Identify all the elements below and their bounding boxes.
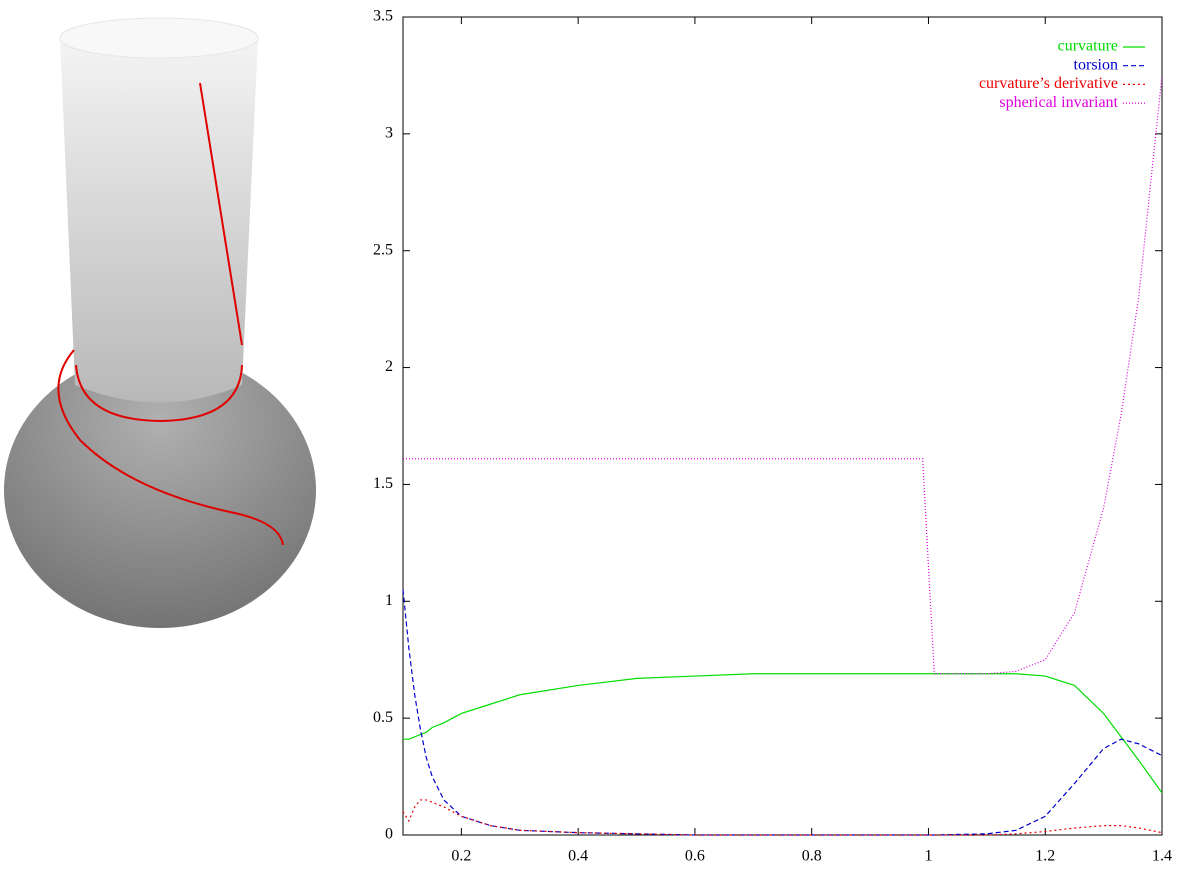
page: 0 0.5 1 1.5 2 2.5 3 3.5 0.2 0.4 0.6 0.8 1 1.2 1.4 curva… bbox=[0, 0, 1192, 877]
legend-label: curvature’s derivative bbox=[979, 75, 1118, 92]
y-tick-label: 1.5 bbox=[373, 475, 393, 492]
x-tick-label: 0.2 bbox=[451, 848, 471, 865]
plot-frame bbox=[403, 17, 1162, 835]
y-tick-label: 1 bbox=[385, 592, 393, 609]
x-tick-label: 0.4 bbox=[568, 848, 588, 865]
series-line bbox=[403, 75, 1162, 673]
series-line bbox=[403, 674, 1162, 793]
legend-label: curvature bbox=[1058, 38, 1118, 55]
y-tick-label: 0.5 bbox=[373, 709, 393, 726]
legend-label: torsion bbox=[1074, 56, 1118, 73]
series-line bbox=[403, 590, 1162, 835]
x-tick-label: 0.6 bbox=[685, 848, 705, 865]
x-tick-label: 1 bbox=[924, 848, 932, 865]
y-tick-label: 2.5 bbox=[373, 241, 393, 258]
x-tick-label: 1.2 bbox=[1035, 848, 1055, 865]
x-tick-label: 0.8 bbox=[802, 848, 822, 865]
y-tick-label: 3.5 bbox=[373, 8, 393, 25]
legend-label: spherical invariant bbox=[999, 94, 1118, 111]
y-tick-label: 3 bbox=[385, 125, 393, 142]
y-tick-label: 2 bbox=[385, 358, 393, 375]
y-tick-label: 0 bbox=[385, 826, 393, 843]
chart: 0 0.5 1 1.5 2 2.5 3 3.5 0.2 0.4 0.6 0.8 1 1.2 1.4 curva… bbox=[0, 0, 1192, 877]
x-tick-label: 1.4 bbox=[1152, 848, 1172, 865]
